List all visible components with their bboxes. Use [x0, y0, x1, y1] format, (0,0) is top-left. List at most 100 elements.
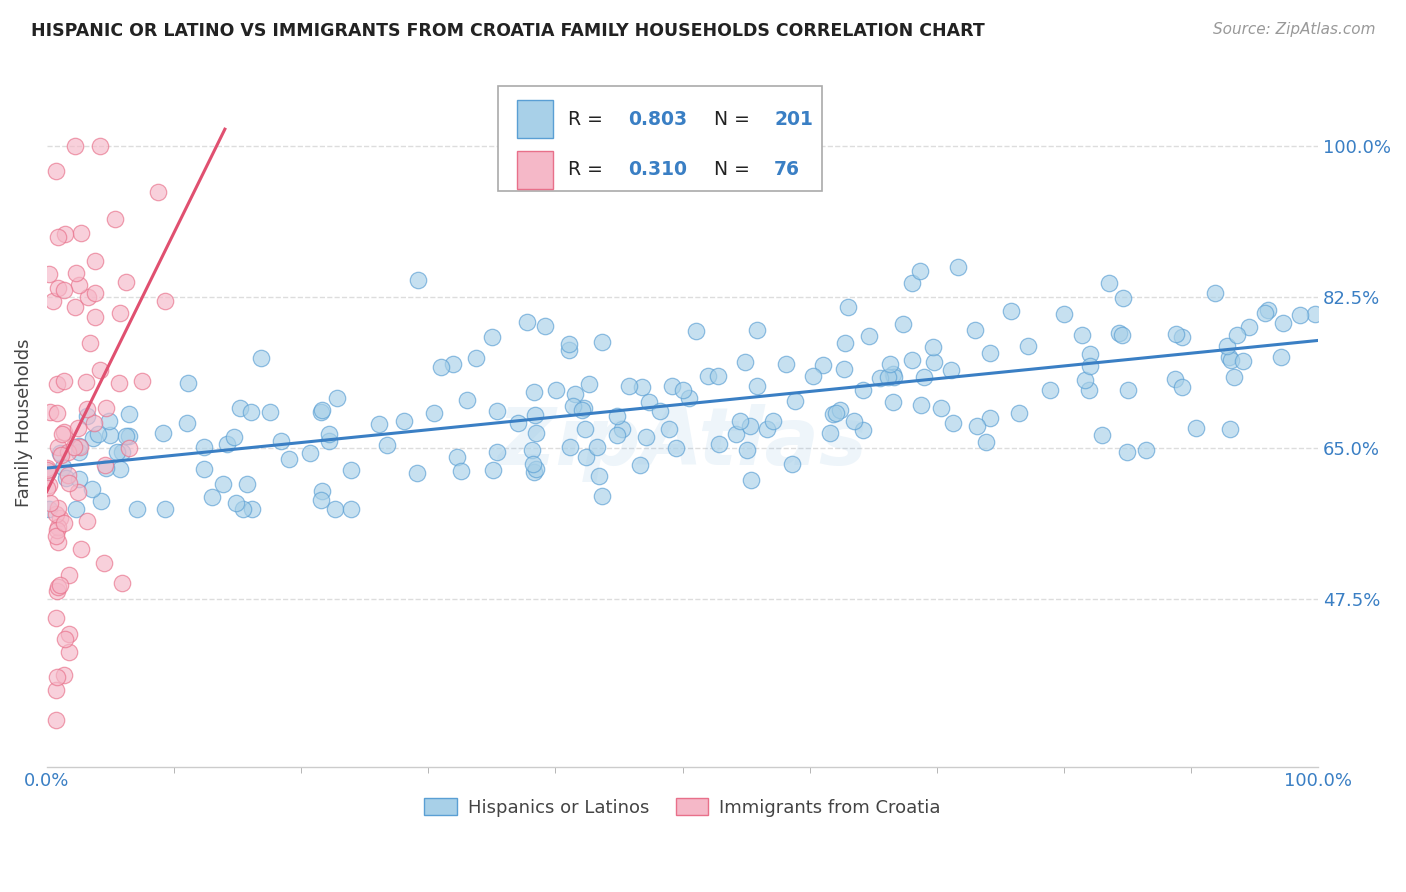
Point — [65, 267, 87, 281]
Point — [212, 477, 235, 491]
Point — [908, 264, 931, 278]
Point — [1303, 307, 1326, 321]
Point — [924, 355, 946, 369]
Point — [318, 426, 340, 441]
Point — [111, 445, 134, 459]
Point — [775, 357, 797, 371]
Point — [45, 670, 67, 684]
Point — [1108, 326, 1130, 341]
Point — [340, 501, 363, 516]
Point — [229, 401, 252, 415]
Point — [270, 434, 292, 448]
Point — [740, 474, 762, 488]
Point — [45, 611, 67, 625]
Text: N =: N = — [714, 160, 756, 179]
Point — [242, 501, 264, 516]
Point — [103, 212, 125, 227]
Text: Source: ZipAtlas.com: Source: ZipAtlas.com — [1212, 22, 1375, 37]
Point — [678, 391, 700, 405]
Point — [66, 484, 89, 499]
Point — [96, 461, 118, 475]
Point — [900, 352, 922, 367]
Text: 76: 76 — [775, 160, 800, 179]
Point — [131, 374, 153, 388]
Point — [67, 472, 90, 486]
Legend: Hispanics or Latinos, Immigrants from Croatia: Hispanics or Latinos, Immigrants from Cr… — [418, 790, 948, 824]
Point — [39, 405, 62, 419]
Point — [67, 421, 90, 435]
Point — [1098, 276, 1121, 290]
Point — [571, 402, 593, 417]
Point — [90, 494, 112, 508]
Point — [976, 434, 998, 449]
Point — [89, 139, 111, 153]
Point — [672, 384, 695, 398]
Point — [650, 404, 672, 418]
Point — [82, 431, 104, 445]
Point — [783, 393, 806, 408]
Point — [35, 463, 58, 477]
Point — [45, 683, 67, 698]
Point — [236, 477, 259, 491]
Point — [558, 337, 581, 351]
Point — [45, 164, 67, 178]
Point — [118, 407, 141, 421]
Point — [561, 399, 583, 413]
Point — [524, 462, 547, 476]
Text: ZipAtlas: ZipAtlas — [498, 404, 868, 482]
Point — [49, 448, 72, 462]
Point — [201, 491, 224, 505]
Point — [1219, 352, 1241, 367]
Point — [153, 293, 176, 308]
Point — [406, 273, 429, 287]
Point — [1000, 304, 1022, 318]
Point — [58, 568, 80, 582]
Point — [259, 405, 281, 419]
Text: 0.803: 0.803 — [628, 110, 688, 128]
Point — [423, 406, 446, 420]
Point — [1226, 328, 1249, 343]
Point — [46, 535, 69, 549]
Point — [82, 482, 104, 496]
Point — [628, 458, 651, 472]
Point — [93, 556, 115, 570]
Point — [63, 440, 86, 454]
Point — [115, 428, 138, 442]
Point — [38, 496, 60, 510]
Point — [1078, 347, 1101, 361]
FancyBboxPatch shape — [517, 100, 553, 138]
Point — [1091, 427, 1114, 442]
Point — [146, 185, 169, 199]
Point — [46, 500, 69, 515]
Point — [215, 437, 238, 451]
FancyBboxPatch shape — [517, 151, 553, 188]
Point — [323, 501, 346, 516]
Point — [638, 395, 661, 409]
Point — [1017, 339, 1039, 353]
Point — [946, 260, 969, 275]
Point — [53, 283, 76, 297]
Point — [1185, 421, 1208, 435]
Point — [309, 405, 332, 419]
Point — [617, 378, 640, 392]
Point — [735, 443, 758, 458]
Point — [37, 466, 59, 480]
Point — [63, 139, 86, 153]
Point — [606, 409, 628, 423]
Point — [834, 336, 856, 351]
Point — [49, 577, 72, 591]
Point — [485, 445, 508, 459]
Point — [67, 445, 90, 459]
Point — [1071, 327, 1094, 342]
Point — [1164, 372, 1187, 386]
Point — [745, 378, 768, 392]
Point — [108, 462, 131, 476]
Point — [153, 501, 176, 516]
Point — [46, 441, 69, 455]
Point — [67, 278, 90, 293]
Point — [734, 355, 756, 369]
Point — [941, 363, 963, 377]
Point — [755, 422, 778, 436]
Point — [89, 363, 111, 377]
Point — [482, 462, 505, 476]
